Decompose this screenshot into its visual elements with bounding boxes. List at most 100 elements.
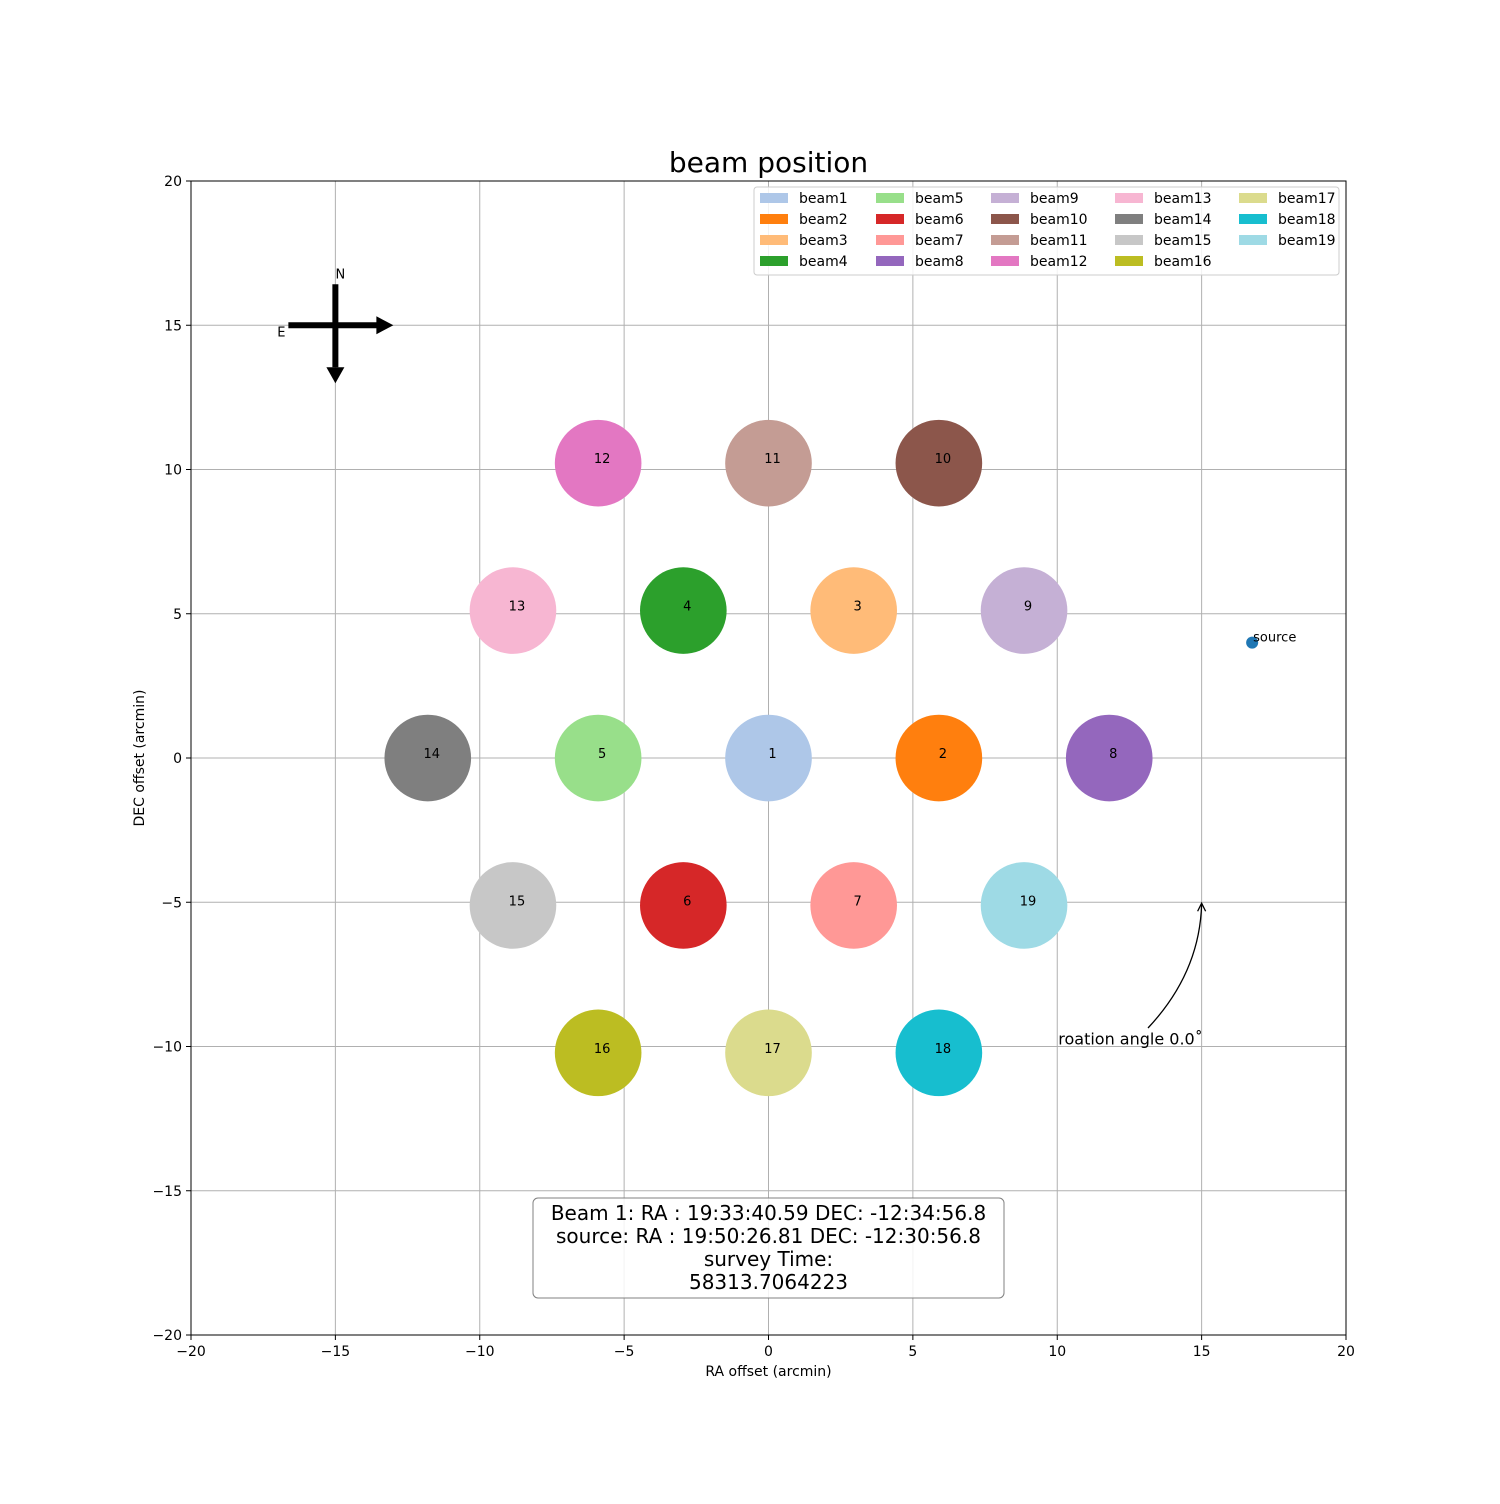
legend-label-12: beam12: [1030, 254, 1088, 270]
beam-label-8: 8: [1109, 747, 1117, 762]
beam-circle-5: [554, 714, 642, 802]
x-tick-label: −10: [465, 1344, 495, 1360]
beam-circle-17: [725, 1009, 812, 1097]
legend-swatch-15: [1115, 235, 1143, 245]
legend-label-14: beam14: [1154, 212, 1212, 228]
legend-swatch-8: [876, 256, 904, 266]
rotation-annotation: roation angle 0.0˚: [1058, 901, 1207, 1049]
legend-label-1: beam1: [799, 191, 848, 207]
y-tick-label: −10: [152, 1040, 182, 1056]
beam-label-5: 5: [598, 747, 606, 762]
legend-label-2: beam2: [799, 212, 848, 228]
source-point: [1246, 636, 1259, 649]
compass-south-arrowhead: [326, 367, 345, 384]
beam-circle-1: [725, 714, 812, 802]
source-layer: source: [1246, 631, 1296, 649]
legend-swatch-1: [760, 193, 788, 203]
beam-label-14: 14: [424, 747, 441, 762]
beam-circle-12: [554, 419, 642, 507]
x-tick-label: −15: [321, 1344, 351, 1360]
legend-swatch-13: [1115, 193, 1143, 203]
beam-label-9: 9: [1024, 600, 1032, 615]
legend-label-6: beam6: [915, 212, 964, 228]
legend-swatch-10: [991, 214, 1019, 224]
chart-title: beam position: [669, 146, 868, 179]
legend-label-15: beam15: [1154, 233, 1212, 249]
beam-label-2: 2: [939, 747, 947, 762]
compass-east-arrowhead: [376, 316, 394, 335]
legend-swatch-18: [1239, 214, 1267, 224]
legend-label-9: beam9: [1030, 191, 1079, 207]
legend-swatch-16: [1115, 256, 1143, 266]
y-tick-label: 10: [164, 463, 182, 479]
legend-swatch-4: [760, 256, 788, 266]
info-line-4: 58313.7064223: [689, 1270, 848, 1294]
legend-swatch-6: [876, 214, 904, 224]
beam-circle-16: [554, 1009, 642, 1097]
beam-label-3: 3: [854, 600, 862, 615]
legend-label-13: beam13: [1154, 191, 1212, 207]
beam-label-1: 1: [768, 747, 776, 762]
rotation-angle-label: roation angle 0.0˚: [1058, 1030, 1202, 1049]
legend-swatch-3: [760, 235, 788, 245]
beam-circle-4: [640, 567, 727, 654]
legend: beam1 beam2 beam3 beam4 beam5 beam6 beam7 beam8…: [753, 186, 1340, 276]
legend-swatch-9: [991, 193, 1019, 203]
beam-circle-9: [980, 567, 1068, 654]
beam-label-6: 6: [683, 894, 691, 909]
beam-label-12: 12: [594, 452, 611, 467]
y-axis-label: DEC offset (arcmin): [132, 690, 148, 827]
y-tick-label: −5: [161, 895, 182, 911]
y-tick-label: 15: [164, 318, 182, 334]
beam-circle-18: [895, 1009, 983, 1097]
info-line-1: Beam 1: RA : 19:33:40.59 DEC: -12:34:56.…: [551, 1201, 986, 1225]
y-tick-label: −20: [152, 1328, 182, 1344]
legend-label-16: beam16: [1154, 254, 1212, 270]
x-tick-label: 20: [1337, 1344, 1355, 1360]
rotation-arrowhead: [1197, 901, 1207, 912]
y-tick-label: 5: [173, 607, 182, 623]
beam-label-18: 18: [935, 1042, 952, 1057]
rotation-arrow: [1147, 904, 1203, 1029]
beam-label-15: 15: [509, 894, 526, 909]
legend-swatch-14: [1115, 214, 1143, 224]
info-box-frame: [532, 1197, 1005, 1299]
x-tick-label: 5: [908, 1344, 917, 1360]
legend-label-4: beam4: [799, 254, 848, 270]
beam-circle-8: [1065, 714, 1153, 802]
beam-label-13: 13: [509, 600, 526, 615]
legend-swatch-17: [1239, 193, 1267, 203]
legend-label-11: beam11: [1030, 233, 1088, 249]
beam-circle-6: [640, 862, 727, 949]
beam-label-17: 17: [764, 1042, 781, 1057]
compass-east-label: E: [277, 325, 285, 340]
legend-swatch-12: [991, 256, 1019, 266]
legend-label-8: beam8: [915, 254, 964, 270]
info-box: Beam 1: RA : 19:33:40.59 DEC: -12:34:56.…: [532, 1197, 1005, 1299]
beam-circle-10: [895, 419, 983, 507]
beam-label-4: 4: [683, 600, 691, 615]
beam-label-16: 16: [594, 1042, 611, 1057]
legend-label-17: beam17: [1278, 191, 1336, 207]
beam-circle-19: [980, 862, 1068, 949]
compass: NE: [277, 267, 394, 384]
legend-frame: [753, 186, 1340, 276]
legend-label-7: beam7: [915, 233, 964, 249]
x-tick-label: 15: [1193, 1344, 1211, 1360]
beam-circle-15: [469, 862, 557, 949]
beam-circle-3: [810, 567, 897, 654]
legend-swatch-2: [760, 214, 788, 224]
x-tick-label: −20: [176, 1344, 206, 1360]
legend-label-3: beam3: [799, 233, 848, 249]
legend-label-5: beam5: [915, 191, 964, 207]
y-tick-label: −15: [152, 1184, 182, 1200]
beam-circle-11: [725, 419, 812, 507]
x-axis-label: RA offset (arcmin): [705, 1364, 831, 1380]
x-tick-label: −5: [614, 1344, 635, 1360]
info-line-2: source: RA : 19:50:26.81 DEC: -12:30:56.…: [556, 1224, 981, 1248]
beam-label-11: 11: [764, 452, 781, 467]
